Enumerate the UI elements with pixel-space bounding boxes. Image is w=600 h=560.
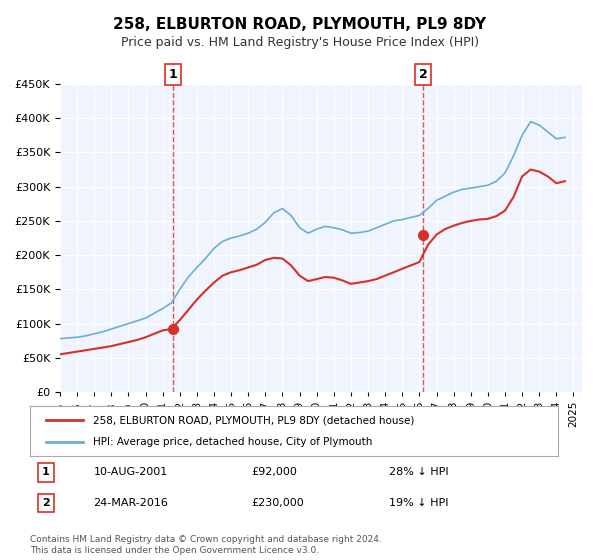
Text: 10-AUG-2001: 10-AUG-2001 [94,467,167,477]
Text: 258, ELBURTON ROAD, PLYMOUTH, PL9 8DY: 258, ELBURTON ROAD, PLYMOUTH, PL9 8DY [113,17,487,32]
Text: 1: 1 [169,68,178,81]
Text: Contains HM Land Registry data © Crown copyright and database right 2024.: Contains HM Land Registry data © Crown c… [30,535,382,544]
Text: £92,000: £92,000 [252,467,298,477]
Text: 19% ↓ HPI: 19% ↓ HPI [389,498,449,508]
Text: 1: 1 [42,467,50,477]
Text: 258, ELBURTON ROAD, PLYMOUTH, PL9 8DY (detached house): 258, ELBURTON ROAD, PLYMOUTH, PL9 8DY (d… [94,415,415,425]
Text: HPI: Average price, detached house, City of Plymouth: HPI: Average price, detached house, City… [94,437,373,447]
Text: 2: 2 [419,68,428,81]
Text: 28% ↓ HPI: 28% ↓ HPI [389,467,449,477]
Text: 2: 2 [42,498,50,508]
Text: This data is licensed under the Open Government Licence v3.0.: This data is licensed under the Open Gov… [30,546,319,555]
Text: Price paid vs. HM Land Registry's House Price Index (HPI): Price paid vs. HM Land Registry's House … [121,36,479,49]
Text: 24-MAR-2016: 24-MAR-2016 [94,498,168,508]
Text: £230,000: £230,000 [252,498,305,508]
